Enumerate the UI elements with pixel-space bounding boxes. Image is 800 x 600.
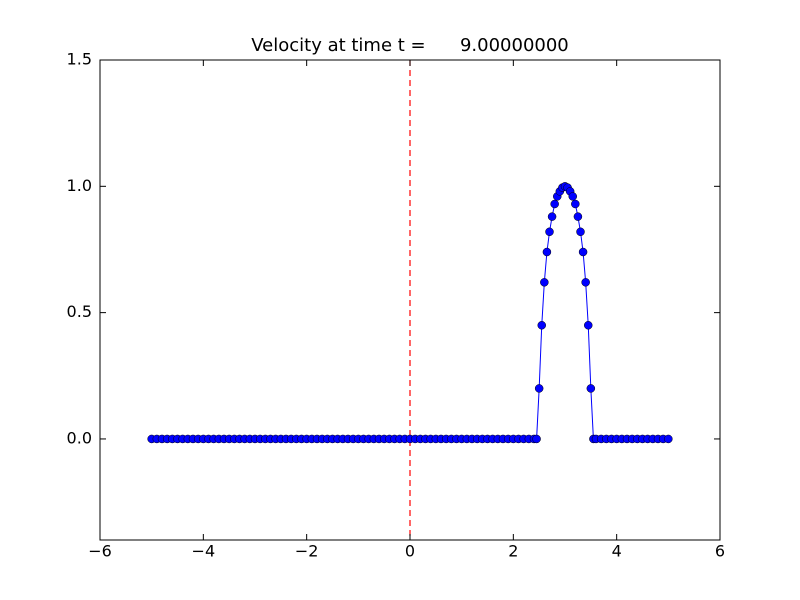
data-point <box>542 247 552 257</box>
x-tick-label: 6 <box>715 542 725 561</box>
data-point <box>586 384 596 393</box>
data-point <box>534 384 544 393</box>
data-point <box>532 434 541 444</box>
data-point <box>540 278 549 287</box>
y-tick-label: 0.0 <box>67 428 92 447</box>
data-point <box>571 199 580 209</box>
chart-title: Velocity at time t = 9.00000000 <box>251 35 569 56</box>
x-tick-label: 0 <box>405 542 415 561</box>
x-tick-label: −6 <box>88 542 112 561</box>
data-point <box>576 227 585 237</box>
x-tick-label: 4 <box>612 542 622 561</box>
data-point <box>573 212 583 221</box>
x-tick-label: −4 <box>192 542 216 561</box>
data-point <box>545 227 554 237</box>
data-point <box>537 321 546 330</box>
data-point <box>550 199 559 209</box>
data-point <box>568 192 577 201</box>
y-tick-label: 0.5 <box>67 302 92 321</box>
data-point <box>584 321 593 330</box>
x-tick-label: 2 <box>508 542 518 561</box>
data-point <box>581 278 590 287</box>
y-tick-label: 1.0 <box>67 176 92 195</box>
data-point <box>547 212 557 221</box>
data-point <box>578 247 588 257</box>
x-tick-label: −2 <box>295 542 319 561</box>
data-point <box>664 434 673 444</box>
y-tick-label: 1.5 <box>67 50 92 69</box>
